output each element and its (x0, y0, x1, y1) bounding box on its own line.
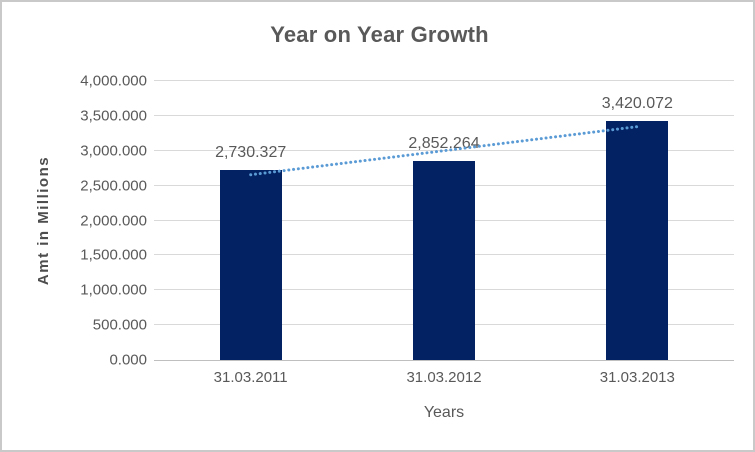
gridline (154, 149, 734, 151)
gridline (154, 114, 734, 116)
bar-31.03.2011 (219, 169, 282, 360)
x-axis-line (154, 360, 734, 361)
y-tick-label: 1,500.000 (80, 246, 147, 264)
y-tick-label: 2,500.000 (80, 177, 147, 195)
trendline-layer (249, 125, 639, 177)
y-tick-label: 2,000.000 (80, 212, 147, 229)
trendline (249, 125, 639, 177)
plot-area: 2,730.327 2,852.264 3,420.072 (154, 80, 734, 361)
y-tick-label: 0.000 (109, 351, 147, 369)
x-axis-title: Years (423, 404, 465, 421)
y-tick-label: 4,000.000 (80, 72, 147, 90)
bar-31.03.2013 (606, 121, 669, 360)
y-tick-label: 3,500.000 (80, 107, 147, 125)
bar-31.03.2012 (413, 161, 475, 360)
data-label: 3,420.072 (601, 95, 673, 113)
x-tick-label: 31.03.2011 (213, 369, 288, 386)
x-axis-tick-labels: 31.03.2011 31.03.2012 31.03.2013 (154, 369, 734, 391)
x-tick-label: 31.03.2013 (599, 369, 675, 386)
y-tick-label: 1,000.000 (80, 281, 147, 299)
data-label: 2,730.327 (215, 143, 287, 161)
y-tick-label: 500.000 (92, 316, 147, 334)
y-tick-label: 3,000.000 (80, 142, 147, 160)
gridline (154, 80, 734, 81)
data-label: 2,852.264 (408, 135, 480, 153)
y-axis-tick-labels: 0.000 500.000 1,000.000 1,500.000 2,000.000 2… (2, 73, 147, 369)
x-tick-label: 31.03.2012 (406, 369, 482, 386)
chart-title: Year on Year Growth (270, 22, 489, 47)
